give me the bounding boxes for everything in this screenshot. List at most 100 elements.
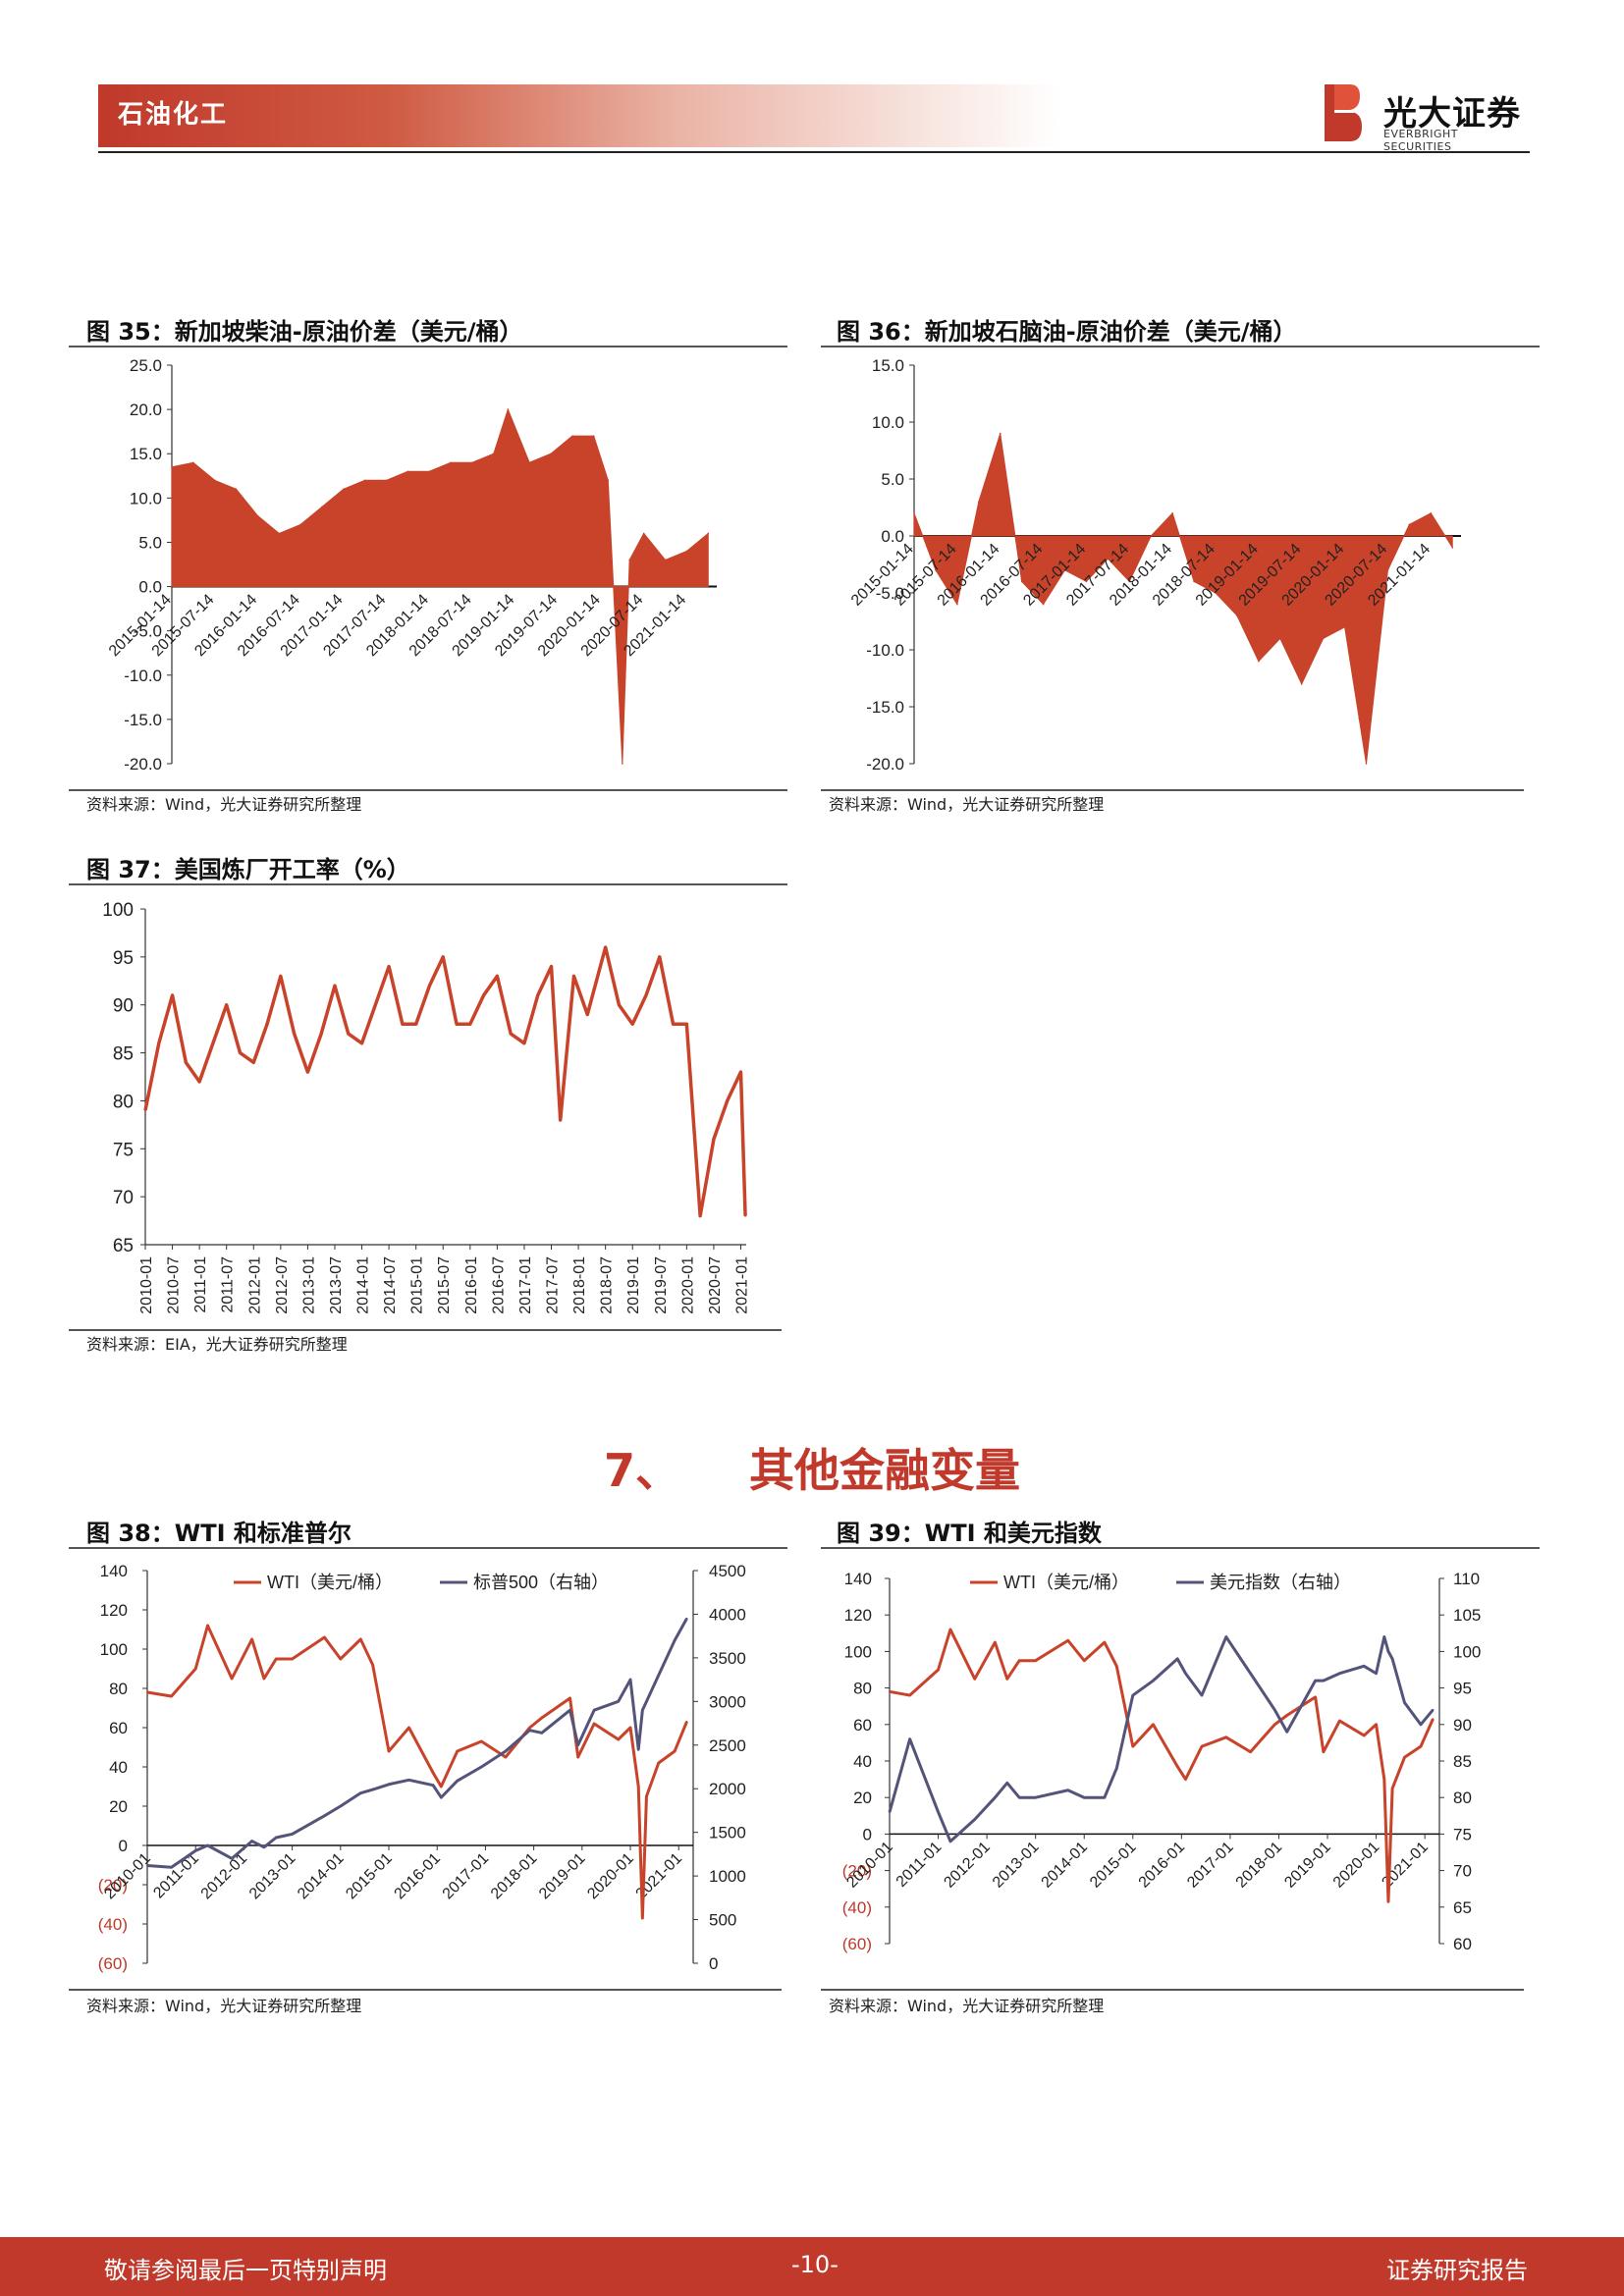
y-tick-label: 85 [113, 1044, 134, 1065]
data-point [1115, 1665, 1118, 1668]
data-point [645, 1795, 648, 1797]
everbright-logo-icon [1325, 84, 1362, 141]
figure-37-bottom-rule [69, 1329, 782, 1331]
data-point [440, 1786, 443, 1788]
y-right-tick-label: 500 [709, 1911, 736, 1930]
y-right-tick-label: 85 [1453, 1752, 1472, 1771]
y-left-tick-label: 60 [853, 1716, 872, 1735]
y-tick-label: 5.0 [138, 533, 162, 552]
data-point [250, 1638, 253, 1640]
data-point [1215, 592, 1217, 594]
data-point [407, 1779, 410, 1782]
data-point [576, 1756, 579, 1758]
data-point [388, 1783, 391, 1786]
y-tick-label: -20.0 [866, 755, 904, 774]
data-point [622, 763, 623, 765]
data-point [231, 1857, 234, 1860]
y-right-tick-label: 110 [1453, 1570, 1480, 1588]
data-point [146, 1864, 148, 1867]
data-point [468, 1023, 471, 1026]
footer-page-number: -10- [791, 2251, 839, 2278]
legend-label: WTI（美元/桶） [1003, 1573, 1129, 1592]
data-point [999, 432, 1001, 435]
data-point [256, 514, 259, 517]
data-point [1386, 1650, 1389, 1653]
data-point [1278, 637, 1281, 640]
data-point [360, 1041, 363, 1044]
x-tick-label: 2013-07 [328, 1256, 345, 1314]
x-tick-label: 2012-07 [274, 1256, 291, 1314]
y-tick-label: 25.0 [130, 356, 162, 375]
data-point [347, 1033, 350, 1036]
y-right-tick-label: 80 [1453, 1789, 1472, 1807]
data-point [889, 1690, 891, 1693]
data-point [1115, 1767, 1118, 1770]
figure-38-title: 图 38：WTI 和标准普尔 [86, 1520, 352, 1547]
y-right-tick-label: 100 [1453, 1642, 1481, 1661]
y-right-tick-label: 95 [1453, 1680, 1472, 1698]
data-point [672, 1023, 675, 1026]
y-left-tick-label: 0 [119, 1837, 128, 1855]
data-point [657, 1762, 660, 1764]
data-point [572, 975, 575, 978]
data-point [1432, 1708, 1435, 1711]
legend-label: WTI（美元/桶） [267, 1573, 393, 1592]
y-left-tick-label: 40 [853, 1752, 872, 1771]
data-point [908, 1737, 911, 1740]
y-right-tick-label: 1500 [709, 1824, 746, 1842]
footer-report-type: 证券研究报告 [1386, 2257, 1528, 2284]
data-point [496, 975, 499, 978]
data-point [1018, 1796, 1021, 1799]
y-tick-label: 90 [113, 996, 134, 1017]
legend-label: 标普500（右轴） [473, 1573, 609, 1592]
x-tick-label: 2014-01 [1039, 1839, 1092, 1892]
data-point [1338, 1720, 1341, 1723]
data-point [144, 1109, 146, 1112]
y-right-tick-label: 70 [1453, 1862, 1472, 1881]
data-point [1066, 1639, 1069, 1642]
y-left-tick-label: (40) [98, 1915, 128, 1934]
data-point [685, 1617, 688, 1620]
data-point [645, 1700, 648, 1703]
y-tick-label: 80 [113, 1092, 134, 1112]
logo-chinese-name: 光大证券 [1383, 94, 1521, 133]
data-point [1365, 763, 1368, 765]
data-point [629, 1679, 632, 1682]
figure-39-source: 资料来源：Wind，光大证券研究所整理 [829, 1997, 1105, 2015]
y-left-tick-label: 80 [853, 1680, 872, 1698]
y-left-tick-label: (20) [842, 1862, 872, 1881]
data-point [194, 1849, 197, 1852]
data-point [456, 1750, 459, 1752]
data-point [1103, 1796, 1106, 1799]
figure-38-bottom-rule [69, 1989, 782, 1991]
data-point [744, 1214, 747, 1217]
x-tick-label: 2010-01 [138, 1256, 155, 1314]
data-point [607, 479, 610, 482]
data-point [306, 1071, 309, 1074]
data-point [1200, 1745, 1203, 1748]
y-right-tick-label: 90 [1453, 1716, 1472, 1735]
x-tick-label: 2018-01 [488, 1850, 541, 1903]
data-point [908, 1694, 911, 1697]
data-point [275, 1658, 278, 1660]
data-point [1375, 1672, 1378, 1675]
data-point [262, 1845, 265, 1848]
data-point [250, 1840, 253, 1842]
data-point [339, 1805, 342, 1807]
data-point [1358, 717, 1361, 720]
data-point [568, 1709, 571, 1712]
x-tick-label: 2011-01 [150, 1850, 202, 1902]
data-point [1171, 512, 1173, 514]
data-point [510, 1033, 513, 1036]
x-tick-label: 2011-01 [192, 1256, 209, 1313]
x-tick-label: 2019-01 [625, 1256, 642, 1314]
x-tick-label: 2017-01 [440, 1850, 493, 1903]
x-tick-label: 2018-01 [571, 1256, 588, 1314]
data-point [568, 1697, 571, 1699]
data-point [323, 1814, 326, 1817]
data-point [1322, 637, 1325, 640]
data-point [528, 461, 530, 464]
data-point [641, 1917, 644, 1919]
figure-37-rule [69, 883, 787, 885]
data-point [1432, 1718, 1435, 1721]
